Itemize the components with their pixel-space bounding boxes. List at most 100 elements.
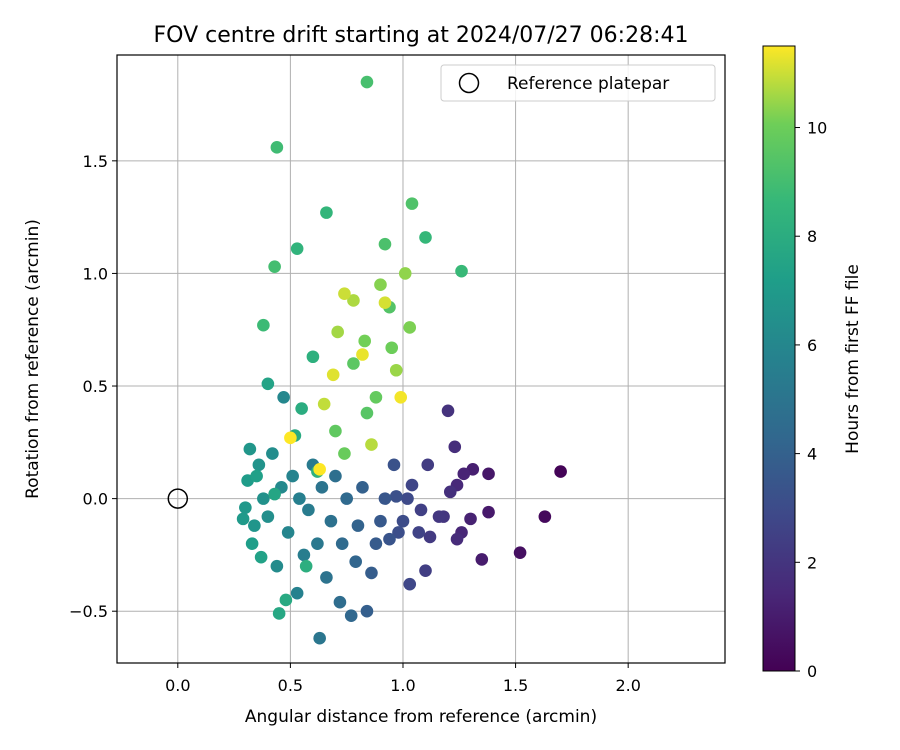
x-tick-label-0: 0.0 <box>165 676 190 695</box>
data-point-45 <box>315 481 329 494</box>
data-point-111 <box>313 463 326 476</box>
plot-frame <box>116 54 726 664</box>
data-point-87 <box>378 237 392 251</box>
data-point-41 <box>333 595 347 609</box>
data-point-19 <box>419 564 432 577</box>
data-point-1 <box>538 510 552 523</box>
data-point-107 <box>326 368 340 382</box>
data-point-35 <box>356 481 369 494</box>
data-point-88 <box>405 197 419 210</box>
data-point-31 <box>374 514 387 528</box>
data-point-93 <box>369 390 383 404</box>
data-point-85 <box>268 260 281 273</box>
data-point-44 <box>320 571 333 584</box>
colorbar-tick-label-1: 2 <box>807 553 817 572</box>
data-point-27 <box>389 490 403 503</box>
data-point-33 <box>365 566 378 580</box>
data-point-84 <box>270 141 284 154</box>
data-point-63 <box>243 442 257 456</box>
data-point-34 <box>360 604 374 618</box>
data-point-67 <box>245 537 259 550</box>
colorbar-gradient <box>762 45 796 672</box>
data-point-92 <box>329 424 342 438</box>
legend: Reference platepar <box>440 64 716 102</box>
data-point-86 <box>360 75 374 89</box>
y-tick-label-2: 0.5 <box>83 377 108 396</box>
legend-box <box>440 64 716 102</box>
scatter-series <box>236 75 567 645</box>
data-point-40 <box>335 537 349 550</box>
data-point-109 <box>394 390 408 404</box>
data-point-79 <box>290 242 304 255</box>
x-tick-label-3: 1.5 <box>503 676 528 695</box>
y-tick-label-0: −0.5 <box>69 602 108 621</box>
data-point-23 <box>403 577 417 591</box>
data-point-94 <box>338 447 351 460</box>
data-point-105 <box>338 287 351 300</box>
data-point-83 <box>257 318 270 332</box>
x-axis-ticks: 0.0 0.5 1.0 1.5 2.0 <box>165 663 641 695</box>
data-point-25 <box>396 514 410 528</box>
reference-platepar-marker <box>167 488 189 509</box>
data-point-49 <box>302 503 315 517</box>
data-point-77 <box>306 350 320 364</box>
data-point-47 <box>311 537 324 550</box>
data-point-55 <box>277 390 290 404</box>
data-point-71 <box>268 487 281 501</box>
data-point-104 <box>317 397 331 411</box>
data-point-18 <box>421 458 435 472</box>
colorbar-tick-label-2: 4 <box>807 445 817 464</box>
data-point-102 <box>347 294 360 307</box>
colorbar-tick-label-5: 10 <box>807 119 827 138</box>
chart-title: FOV centre drift starting at 2024/07/27 … <box>154 23 689 48</box>
data-point-68 <box>250 469 263 483</box>
data-point-37 <box>349 555 362 568</box>
y-axis-label: Rotation from reference (arcmin) <box>23 219 43 499</box>
data-point-91 <box>347 357 360 370</box>
data-point-62 <box>248 519 261 532</box>
data-point-12 <box>448 440 462 454</box>
data-point-97 <box>403 321 417 334</box>
data-point-43 <box>324 514 338 528</box>
y-tick-label-3: 1.0 <box>83 264 108 283</box>
data-point-54 <box>281 526 295 539</box>
data-point-59 <box>261 510 275 523</box>
data-point-32 <box>369 537 383 550</box>
data-point-76 <box>299 559 313 573</box>
data-point-24 <box>401 492 414 505</box>
colorbar-tick-label-4: 8 <box>807 227 817 246</box>
data-point-8 <box>457 467 471 481</box>
data-point-26 <box>392 526 405 539</box>
data-point-108 <box>356 348 369 361</box>
colorbar-label: Hours from first FF file <box>843 264 863 454</box>
colorbar: 0 2 4 6 8 10 Hours from first FF file <box>762 45 863 681</box>
data-point-60 <box>257 492 270 505</box>
data-point-38 <box>344 609 358 623</box>
data-point-100 <box>389 363 403 377</box>
data-point-51 <box>293 492 306 505</box>
data-point-101 <box>331 325 344 339</box>
x-tick-label-2: 1.0 <box>390 676 415 695</box>
data-point-16 <box>432 510 446 523</box>
data-point-30 <box>378 492 392 505</box>
data-point-65 <box>236 512 250 526</box>
data-point-21 <box>412 526 426 539</box>
data-point-0 <box>554 465 567 478</box>
data-point-53 <box>286 469 299 483</box>
data-point-50 <box>297 548 311 562</box>
data-point-39 <box>340 492 353 505</box>
data-point-80 <box>320 206 333 219</box>
data-point-3 <box>482 467 495 481</box>
y-tick-label-1: 0.0 <box>83 490 108 509</box>
data-point-90 <box>360 406 374 420</box>
data-point-82 <box>455 264 468 278</box>
legend-label: Reference platepar <box>507 74 669 94</box>
colorbar-tick-label-3: 6 <box>807 336 817 355</box>
data-point-42 <box>329 469 342 483</box>
x-tick-label-4: 2.0 <box>615 676 640 695</box>
data-point-5 <box>475 553 489 566</box>
data-point-98 <box>374 278 387 291</box>
legend-marker <box>458 72 480 94</box>
colorbar-ticks: 0 2 4 6 8 10 <box>795 119 827 681</box>
